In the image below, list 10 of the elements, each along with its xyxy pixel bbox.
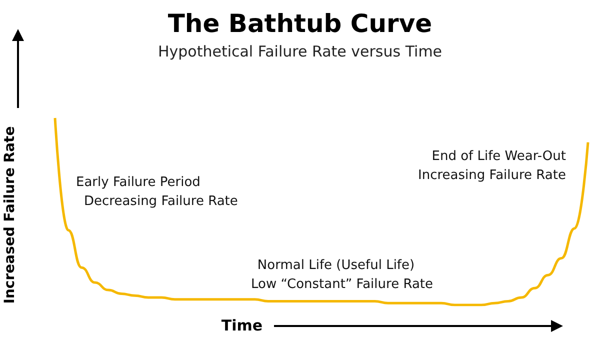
annotation: Early Failure Period: [76, 175, 200, 190]
x-axis-title: Time: [221, 316, 263, 334]
y-axis-title: Increased Failure Rate: [2, 126, 18, 304]
annotation: Low “Constant” Failure Rate: [250, 277, 434, 292]
chart-subtitle: Hypothetical Failure Rate versus Time: [158, 42, 442, 60]
annotation: Increasing Failure Rate: [418, 168, 566, 183]
annotation: End of Life Wear-Out: [432, 149, 566, 164]
annotation: Decreasing Failure Rate: [84, 194, 238, 209]
chart-title: The Bathtub Curve: [168, 9, 432, 38]
annotation: Normal Life (Useful Life): [257, 258, 415, 273]
